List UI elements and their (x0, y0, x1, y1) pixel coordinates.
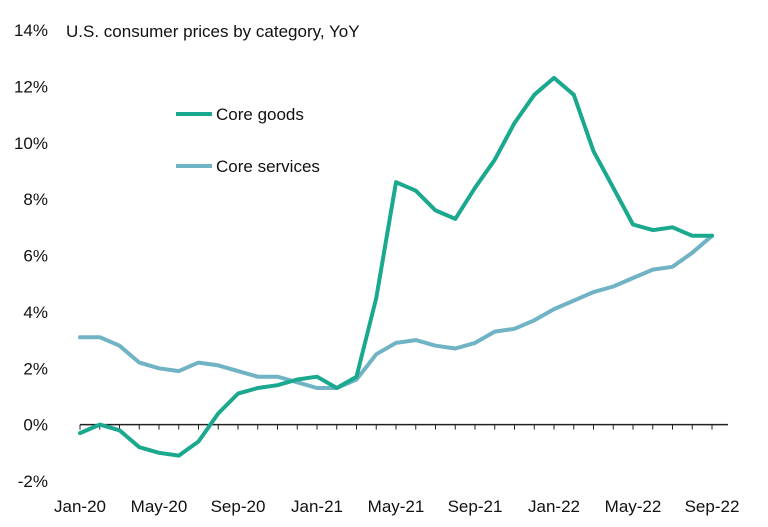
x-axis: Jan-20 May-20 Sep-20 Jan-21 May-21 Sep-21 Jan-… (54, 423, 740, 516)
y-tick-label: -2% (18, 472, 48, 491)
y-axis: -2% 0% 2% 4% 6% 8% 10% 12% 14% (14, 21, 48, 491)
series-line-core-goods (78, 75, 714, 458)
y-tick-label: 4% (23, 303, 48, 322)
chart-title: U.S. consumer prices by category, YoY (66, 22, 360, 41)
x-tick-label: Sep-20 (211, 497, 266, 516)
x-tick-label: Jan-22 (528, 497, 580, 516)
x-tick-label: Jan-20 (54, 497, 106, 516)
y-tick-label: 12% (14, 77, 48, 96)
y-tick-label: 2% (23, 359, 48, 378)
legend-label-core-services: Core services (216, 157, 320, 176)
y-tick-label: 10% (14, 134, 48, 153)
x-tick-label: Sep-22 (685, 497, 740, 516)
x-tick-label: May-22 (605, 497, 662, 516)
x-tick-label: May-20 (131, 497, 188, 516)
series-line-core-services (78, 233, 714, 390)
series-layer (78, 75, 714, 458)
x-tick-label: Jan-21 (291, 497, 343, 516)
y-tick-label: 6% (23, 247, 48, 266)
x-tick-label: Sep-21 (448, 497, 503, 516)
legend-label-core-goods: Core goods (216, 105, 304, 124)
y-tick-label: 8% (23, 190, 48, 209)
x-tick-label: May-21 (368, 497, 425, 516)
y-tick-label: 14% (14, 21, 48, 40)
y-tick-label: 0% (23, 416, 48, 435)
legend: Core goods Core services (176, 105, 320, 176)
